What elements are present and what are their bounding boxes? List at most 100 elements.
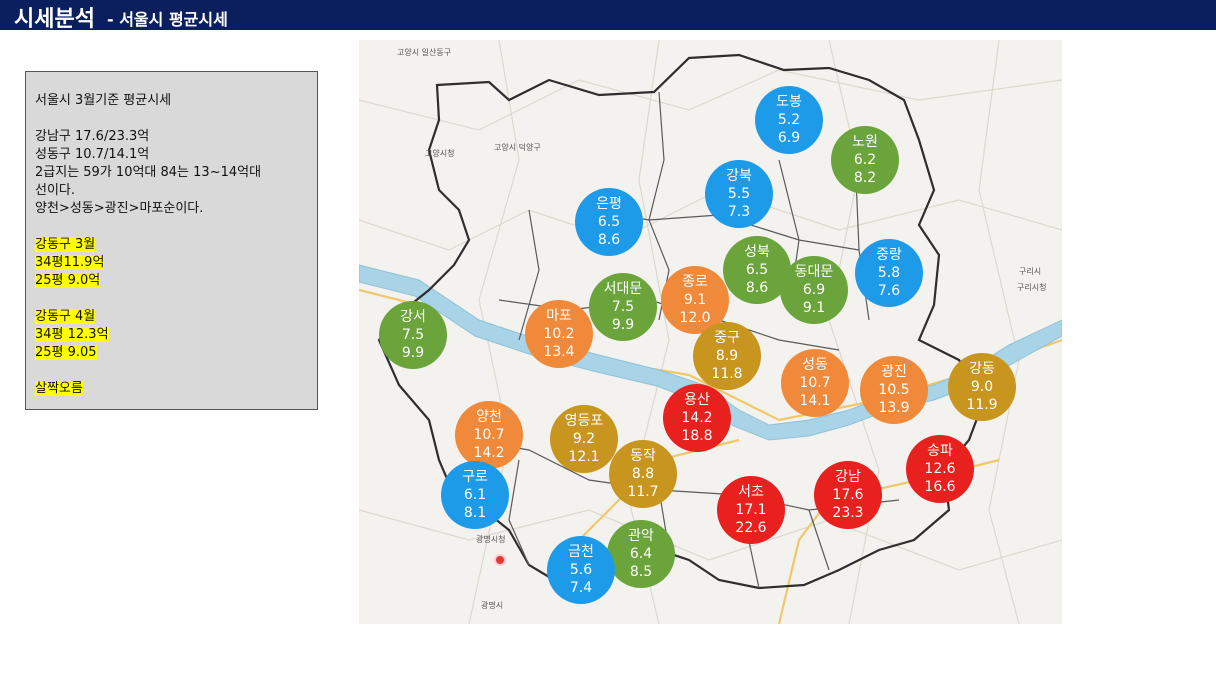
district-price-large: 7.6 [877, 283, 901, 299]
march-34: 34평11.9억 [35, 255, 105, 270]
notes-line: 성동구 10.7/14.1억 [35, 147, 150, 162]
district-price-small: 9.1 [683, 292, 707, 308]
district-bubble: 용산 14.2 18.8 [663, 384, 731, 452]
district-price-large: 14.1 [799, 393, 831, 409]
district-price-large: 16.6 [924, 479, 956, 495]
district-name: 송파 [927, 443, 953, 459]
district-name: 도봉 [776, 94, 802, 110]
district-name: 강북 [726, 168, 752, 184]
header-bar: 시세분석 - 서울시 평균시세 [0, 0, 1216, 32]
location-marker-icon [494, 554, 506, 566]
map-label: 광명시청 [476, 535, 506, 544]
notes-title: 서울시 3월기준 평균시세 [35, 93, 172, 108]
district-price-small: 5.5 [727, 186, 751, 202]
district-name: 서초 [738, 484, 764, 500]
district-price-large: 8.6 [597, 232, 621, 248]
page-title: 시세분석 [14, 7, 95, 32]
map-label: 구리시청 [1017, 283, 1047, 292]
district-name: 종로 [682, 274, 708, 290]
notes-line: 선이다. [35, 183, 76, 198]
district-bubble: 동대문 6.9 9.1 [780, 256, 848, 324]
notes-line: 2급지는 59가 10억대 84는 13~14억대 [35, 165, 262, 180]
district-price-small: 9.0 [970, 379, 994, 395]
district-price-small: 7.5 [611, 299, 635, 315]
district-name: 중구 [714, 330, 740, 346]
district-price-small: 8.9 [715, 348, 739, 364]
district-price-large: 8.1 [463, 505, 487, 521]
district-price-small: 5.2 [777, 112, 801, 128]
district-name: 서대문 [603, 281, 643, 297]
district-name: 동작 [630, 448, 656, 464]
district-price-large: 11.9 [966, 397, 998, 413]
district-name: 구로 [462, 469, 488, 485]
district-price-small: 10.2 [543, 326, 575, 342]
district-price-small: 6.9 [802, 282, 826, 298]
district-price-small: 17.1 [735, 502, 767, 518]
map-label: 구리시 [1019, 267, 1042, 276]
district-price-large: 8.2 [853, 170, 877, 186]
district-price-large: 23.3 [832, 505, 864, 521]
district-price-small: 7.5 [401, 327, 425, 343]
district-name: 성동 [802, 357, 828, 373]
district-price-large: 11.8 [711, 366, 743, 382]
district-price-large: 8.6 [745, 280, 769, 296]
district-bubble: 송파 12.6 16.6 [906, 435, 974, 503]
district-price-large: 14.2 [473, 445, 505, 461]
march-25: 25평 9.0억 [35, 273, 101, 288]
district-bubble: 노원 6.2 8.2 [831, 126, 899, 194]
district-price-small: 5.8 [877, 265, 901, 281]
district-bubble: 마포 10.2 13.4 [525, 300, 593, 368]
district-price-large: 13.9 [878, 400, 910, 416]
district-name: 금천 [568, 544, 594, 560]
district-name: 중랑 [876, 247, 902, 263]
district-bubble: 광진 10.5 13.9 [860, 356, 928, 424]
district-bubble: 중구 8.9 11.8 [693, 322, 761, 390]
page-subtitle: - 서울시 평균시세 [107, 10, 228, 29]
seoul-map: 고양시 일산동구 고양시 덕양구 고양시청 구리시 구리시청 광명시청 광명시 … [359, 40, 1062, 624]
district-price-large: 8.5 [629, 564, 653, 580]
district-price-large: 7.4 [569, 580, 593, 596]
map-label: 고양시 일산동구 [397, 48, 452, 57]
district-name: 은평 [596, 196, 622, 212]
district-bubble: 중랑 5.8 7.6 [855, 239, 923, 307]
district-bubble: 강동 9.0 11.9 [948, 353, 1016, 421]
district-name: 강동 [969, 361, 995, 377]
district-price-small: 6.5 [745, 262, 769, 278]
district-price-large: 9.9 [611, 317, 635, 333]
district-name: 마포 [546, 308, 572, 324]
district-bubble: 도봉 5.2 6.9 [755, 86, 823, 154]
district-name: 양천 [476, 409, 502, 425]
district-bubble: 금천 5.6 7.4 [547, 536, 615, 604]
district-name: 용산 [684, 392, 710, 408]
district-price-large: 12.1 [568, 449, 600, 465]
district-price-small: 10.7 [473, 427, 505, 443]
district-price-small: 10.7 [799, 375, 831, 391]
district-bubble: 서대문 7.5 9.9 [589, 273, 657, 341]
district-name: 노원 [852, 134, 878, 150]
district-price-small: 6.4 [629, 546, 653, 562]
april-25: 25평 9.05 [35, 345, 97, 360]
district-price-small: 9.2 [572, 431, 596, 447]
district-price-small: 6.5 [597, 214, 621, 230]
district-price-small: 6.2 [853, 152, 877, 168]
district-price-small: 5.6 [569, 562, 593, 578]
district-bubble: 강북 5.5 7.3 [705, 160, 773, 228]
district-price-small: 8.8 [631, 466, 655, 482]
district-name: 영등포 [564, 413, 604, 429]
district-price-small: 10.5 [878, 382, 910, 398]
district-bubble: 은평 6.5 8.6 [575, 188, 643, 256]
april-heading: 강동구 4월 [35, 309, 96, 324]
district-bubble: 관악 6.4 8.5 [607, 520, 675, 588]
district-price-large: 6.9 [777, 130, 801, 146]
map-label: 고양시청 [425, 149, 455, 158]
district-name: 성북 [744, 244, 770, 260]
district-price-large: 9.9 [401, 345, 425, 361]
district-bubble: 성동 10.7 14.1 [781, 349, 849, 417]
district-name: 강남 [835, 469, 861, 485]
district-price-large: 7.3 [727, 204, 751, 220]
district-bubble: 성북 6.5 8.6 [723, 236, 791, 304]
district-bubble: 강남 17.6 23.3 [814, 461, 882, 529]
district-price-small: 17.6 [832, 487, 864, 503]
march-heading: 강동구 3월 [35, 237, 96, 252]
notes-box: 서울시 3월기준 평균시세 강남구 17.6/23.3억 성동구 10.7/14… [25, 71, 318, 410]
